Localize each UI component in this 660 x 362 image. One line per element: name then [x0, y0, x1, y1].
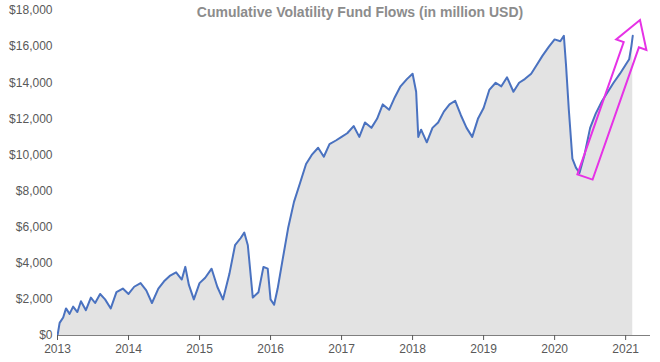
svg-text:2018: 2018: [399, 342, 426, 356]
svg-text:$18,000: $18,000: [9, 3, 53, 17]
svg-text:2013: 2013: [44, 342, 71, 356]
svg-text:2019: 2019: [470, 342, 497, 356]
html-text:Cumulative Volatility Fund Flo: Cumulative Volatility Fund Flows (in mil…: [196, 4, 524, 20]
svg-text:$16,000: $16,000: [9, 39, 53, 53]
svg-text:2020: 2020: [541, 342, 568, 356]
svg-text:$10,000: $10,000: [9, 148, 53, 162]
svg-text:2014: 2014: [115, 342, 142, 356]
svg-text:$4,000: $4,000: [16, 256, 53, 270]
svg-text:2016: 2016: [257, 342, 284, 356]
svg-text:$6,000: $6,000: [16, 220, 53, 234]
svg-text:$0: $0: [39, 328, 53, 342]
svg-text:2015: 2015: [186, 342, 213, 356]
svg-text:$8,000: $8,000: [16, 184, 53, 198]
svg-text:$2,000: $2,000: [16, 292, 53, 306]
svg-text:2021: 2021: [612, 342, 639, 356]
svg-text:$12,000: $12,000: [9, 112, 53, 126]
svg-text:$14,000: $14,000: [9, 76, 53, 90]
svg-text:2017: 2017: [328, 342, 355, 356]
